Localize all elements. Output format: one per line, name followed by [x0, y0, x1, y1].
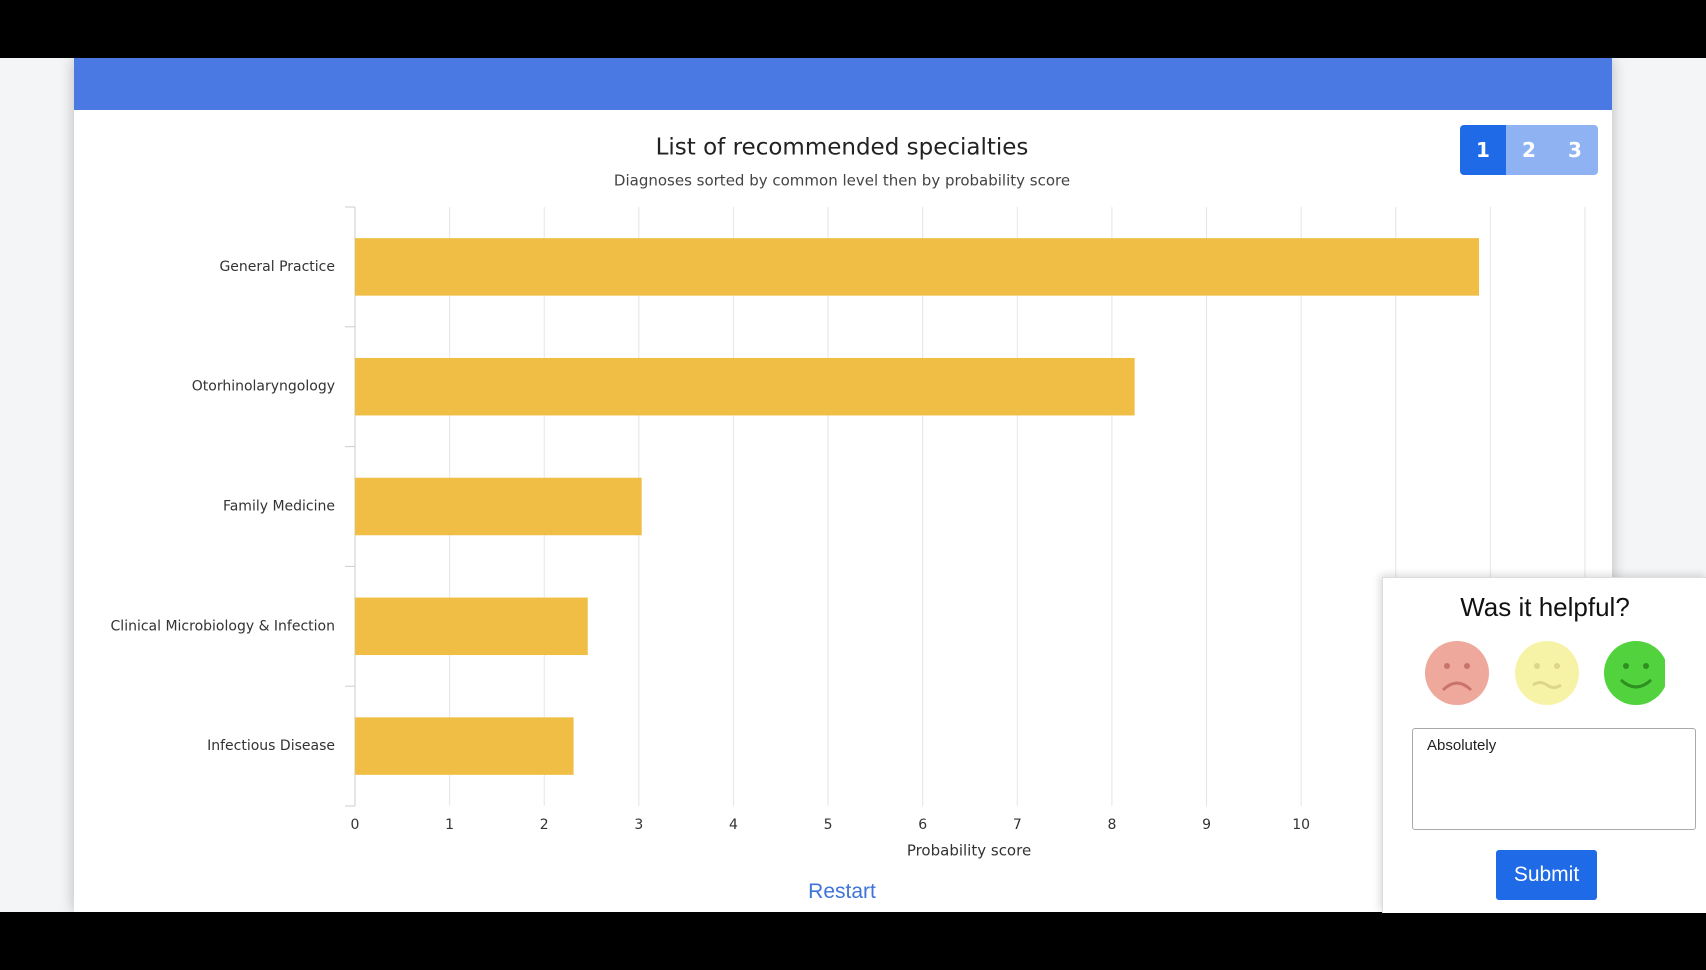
- happy-face[interactable]: [1604, 641, 1665, 705]
- x-tick-label: 9: [1202, 817, 1211, 833]
- y-tick-label: Clinical Microbiology & Infection: [111, 618, 335, 634]
- restart-link[interactable]: Restart: [808, 880, 876, 903]
- x-tick-label: 3: [634, 817, 643, 833]
- y-tick-label: Infectious Disease: [207, 738, 335, 754]
- x-tick-label: 4: [729, 817, 738, 833]
- rating-faces: [1425, 641, 1665, 705]
- pagination: 1 2 3: [1460, 125, 1598, 175]
- y-tick-label: Otorhinolaryngology: [192, 379, 335, 395]
- bar: [355, 477, 642, 536]
- x-tick-label: 0: [351, 817, 360, 833]
- page-button[interactable]: 1: [1460, 125, 1506, 175]
- bar: [355, 717, 574, 775]
- feedback-panel: Was it helpful? Absolutely Submit: [1382, 577, 1706, 913]
- comment-textarea[interactable]: Absolutely: [1412, 728, 1696, 830]
- page-button[interactable]: 2: [1506, 125, 1552, 175]
- x-tick-label: 2: [540, 817, 549, 833]
- x-tick-label: 5: [824, 817, 833, 833]
- page: [74, 58, 1612, 912]
- x-tick-label: 7: [1013, 817, 1022, 833]
- bar: [355, 597, 588, 656]
- chart-title: List of recommended specialties: [656, 135, 1029, 161]
- x-axis-label: Probability score: [907, 842, 1031, 860]
- y-tick-label: General Practice: [219, 259, 335, 275]
- sad-face[interactable]: [1425, 641, 1489, 705]
- chart-subtitle: Diagnoses sorted by common level then by…: [614, 172, 1070, 190]
- x-tick-label: 10: [1292, 817, 1310, 833]
- bar: [355, 357, 1135, 416]
- submit-button[interactable]: Submit: [1496, 850, 1597, 900]
- page-button[interactable]: 3: [1552, 125, 1598, 175]
- bar: [355, 238, 1480, 296]
- x-tick-label: 1: [445, 817, 454, 833]
- header-bar: [74, 58, 1612, 110]
- y-tick-label: Family Medicine: [223, 499, 335, 515]
- x-tick-label: 6: [918, 817, 927, 833]
- feedback-title: Was it helpful?: [1460, 592, 1630, 622]
- x-tick-label: 8: [1107, 817, 1116, 833]
- neutral-face[interactable]: [1515, 641, 1579, 705]
